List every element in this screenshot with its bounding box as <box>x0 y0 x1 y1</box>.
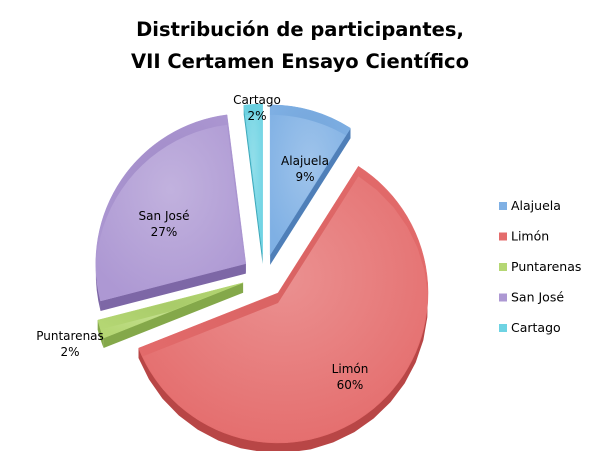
legend: Alajuela Limón Puntarenas San José Cartago <box>499 198 581 335</box>
pie-slice-limon <box>138 165 429 444</box>
chart-title-line-2: VII Certamen Ensayo Científico <box>131 50 469 73</box>
legend-swatch-alajuela <box>499 202 507 210</box>
slice-value-alajuela: 9% <box>295 170 314 184</box>
legend-swatch-puntarenas <box>499 263 507 271</box>
slice-labels: Alajuela 9% Limón 60% Puntarenas 2% San José 27… <box>36 93 368 392</box>
slice-label-puntarenas: Puntarenas <box>36 329 104 343</box>
legend-swatch-cartago <box>499 324 507 332</box>
slice-value-limon: 60% <box>337 378 364 392</box>
pie-slice-puntarenas <box>97 282 244 339</box>
chart-title-line-1: Distribución de participantes, <box>136 18 464 41</box>
slice-value-san-jose: 27% <box>151 225 178 239</box>
pie-slices <box>95 103 429 451</box>
pie-slice-alajuela <box>269 104 351 256</box>
pie-slice-san-jose <box>95 114 247 302</box>
legend-label-cartago: Cartago <box>511 320 561 335</box>
slice-label-limon: Limón <box>332 362 369 376</box>
slice-value-cartago: 2% <box>247 109 266 123</box>
legend-label-alajuela: Alajuela <box>511 198 561 213</box>
slice-value-puntarenas: 2% <box>60 345 79 359</box>
slice-label-cartago: Cartago <box>233 93 281 107</box>
slice-label-san-jose: San José <box>139 209 190 223</box>
slice-edge-alajuela-1 <box>270 128 351 265</box>
legend-swatch-san-jose <box>499 293 507 302</box>
pie-slice-cartago <box>243 103 263 255</box>
legend-swatch-limon <box>499 232 507 241</box>
slice-edge-san-jose-0 <box>100 263 246 311</box>
legend-label-puntarenas: Puntarenas <box>511 259 581 274</box>
chart-title: Distribución de participantes, VII Certa… <box>131 18 469 73</box>
legend-label-limon: Limón <box>511 229 549 244</box>
slice-edge-cartago-0 <box>243 105 263 265</box>
slice-label-alajuela: Alajuela <box>281 154 329 168</box>
legend-label-san-jose: San José <box>511 290 564 305</box>
